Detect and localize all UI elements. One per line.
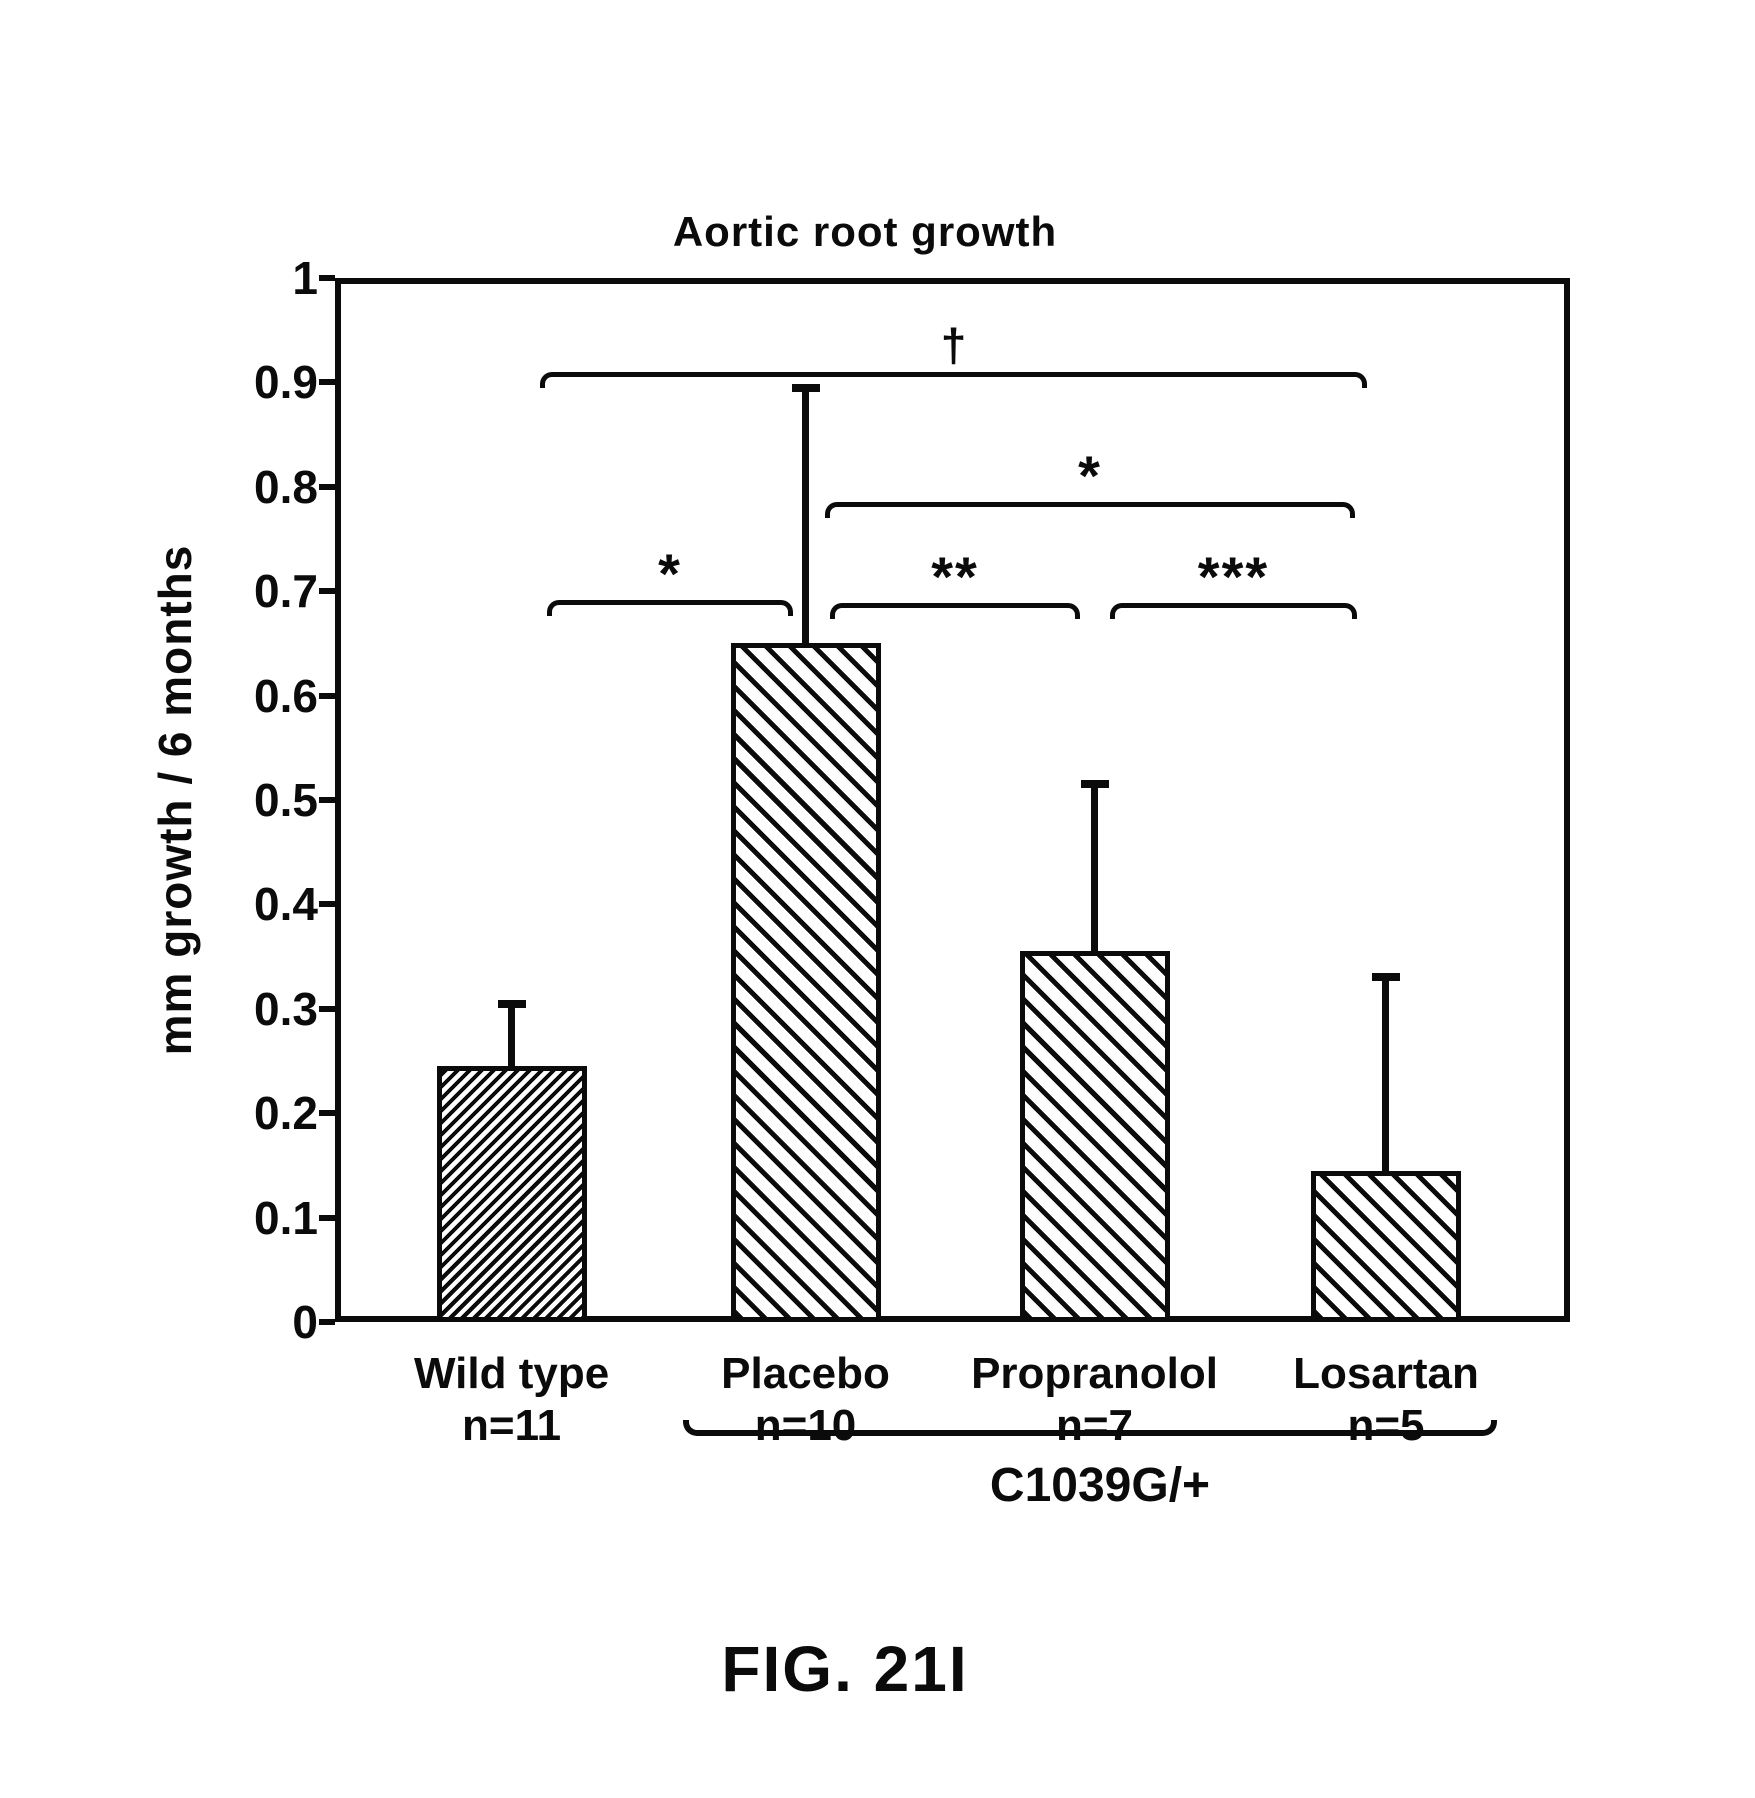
category-n-count: n=11 [462,1401,562,1450]
y-tick-label: 0 [292,1296,318,1348]
y-tick-mark [319,1110,335,1117]
y-tick-mark [319,901,335,908]
bar-losartan [1310,1170,1461,1322]
asterisk-label: * [658,542,682,605]
category-name: Propranolol [971,1349,1218,1398]
y-tick-mark [319,1319,335,1325]
category-n-count: n=5 [1347,1401,1425,1450]
y-tick-mark [319,275,335,281]
y-tick-mark [319,483,335,490]
significance-bracket [825,502,1355,518]
y-tick-mark [319,797,335,803]
bar-propranolol [1019,951,1170,1322]
error-bar-cap [497,999,526,1008]
y-tick-mark [319,588,335,595]
figure-caption: FIG. 21I [721,1633,969,1705]
x-category-label: Wild type n=11 [414,1348,609,1452]
group-label: C1039G/+ [989,1459,1211,1512]
x-category-label: Losartan n=5 [1293,1348,1479,1452]
significance-bracket [1110,603,1357,619]
category-n-count: n=7 [1055,1401,1134,1450]
error-bar-cap [791,383,820,392]
asterisk-label: *** [1197,545,1270,608]
error-bar-line [1382,977,1390,1171]
bar-placebo [730,643,881,1322]
error-bar-line [1091,784,1099,952]
error-bar-line [508,1003,516,1067]
y-tick-label: 0.5 [254,774,318,826]
significance-bracket [830,603,1080,619]
asterisk-label: ** [931,545,979,608]
dagger-label: † [940,319,967,371]
y-tick-label: 1 [292,252,318,304]
chart-title: Aortic root growth [672,208,1058,255]
bar-wild-type [436,1066,587,1322]
y-tick-label: 0.7 [254,565,318,618]
y-tick-mark [319,692,335,699]
y-tick-mark [319,1005,335,1012]
y-tick-label: 0.6 [254,669,318,722]
error-bar-cap [1080,780,1109,789]
group-brace [683,1420,1497,1436]
x-category-label: Propranolol n=7 [971,1348,1218,1452]
x-category-label: Placebo n=10 [721,1348,890,1452]
category-n-count: n=10 [754,1401,857,1450]
category-name: Placebo [721,1349,890,1398]
significance-bracket [540,372,1367,388]
category-name: Losartan [1293,1349,1479,1398]
error-bar-cap [1371,973,1400,982]
y-tick-label: 0.2 [254,1087,318,1140]
y-tick-mark [319,379,335,386]
y-tick-label: 0.9 [254,356,318,409]
y-tick-label: 0.8 [254,460,318,513]
significance-bracket [547,600,793,616]
y-tick-mark [319,1214,335,1221]
category-name: Wild type [414,1349,610,1398]
error-bar-line [802,387,810,644]
y-tick-label: 0.3 [254,982,318,1035]
asterisk-label: * [1078,444,1102,507]
y-tick-label: 0.4 [254,878,318,931]
y-tick-label: 0.1 [254,1191,318,1244]
